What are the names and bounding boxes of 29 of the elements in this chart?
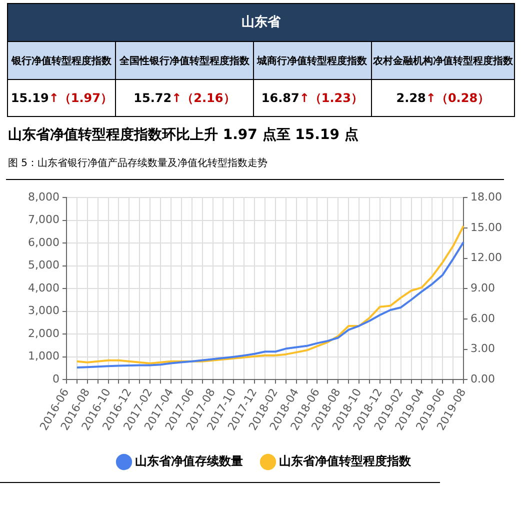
y2-tick-label: 15.00: [470, 220, 502, 234]
text: 16.87↑（1.23）: [261, 90, 364, 106]
text: 15.72↑（2.16）: [134, 90, 236, 106]
text: 全国性银行净值转型程度指数: [116, 41, 254, 79]
y2-tick-label: 12.00: [470, 251, 502, 264]
legend-label: 山东省净值存续数量: [135, 454, 243, 468]
y2-tick-label: 0.00: [470, 372, 496, 386]
y2-tick-label: 3.00: [470, 342, 496, 356]
y-tick-label: 2,000: [28, 326, 60, 340]
y2-tick-label: 18.00: [470, 190, 502, 204]
y-tick-label: 5,000: [28, 258, 60, 272]
y2-tick-label: 6.00: [470, 312, 496, 325]
y-tick-label: 8,000: [28, 190, 60, 204]
y-tick-label: 7,000: [28, 213, 60, 226]
legend-label: 山东省净值转型程度指数: [279, 454, 412, 468]
y2-tick-label: 9.00: [470, 281, 496, 294]
text: 城商行净值转型程度指数: [254, 41, 372, 79]
y-tick-label: 3,000: [28, 304, 60, 318]
y-tick-label: 1,000: [28, 350, 60, 363]
text: 2.28↑（0.28）: [396, 90, 490, 106]
text: 银行净值转型程度指数: [8, 41, 116, 79]
y-tick-label: 6,000: [28, 236, 60, 249]
chart-subtitle: 图 5：山东省银行净值产品存续数量及净值化转型指数走势: [8, 156, 268, 170]
y-tick-label: 0: [52, 372, 60, 386]
text: 15.19↑（1.97）: [10, 90, 112, 106]
y-tick-label: 4,000: [28, 281, 60, 294]
text: 农村金融机构净值转型程度指数: [372, 41, 514, 79]
text: 山东省: [8, 4, 514, 41]
chart-title: 山东省净值转型程度指数环比上升 1.97 点至 15.19 点: [8, 126, 358, 144]
